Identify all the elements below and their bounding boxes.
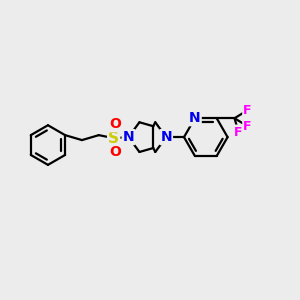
Text: O: O (110, 145, 122, 159)
Text: N: N (123, 130, 134, 144)
Text: F: F (234, 126, 243, 139)
Text: F: F (243, 120, 252, 133)
Text: O: O (110, 117, 122, 131)
Text: N: N (189, 111, 201, 125)
Text: F: F (243, 104, 252, 117)
Text: N: N (160, 130, 172, 144)
Text: S: S (108, 130, 119, 146)
